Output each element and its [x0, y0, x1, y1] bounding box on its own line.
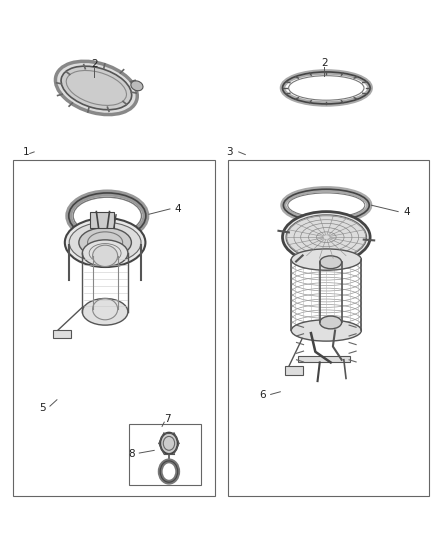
Text: 4: 4: [174, 204, 181, 214]
Text: 2: 2: [321, 58, 328, 68]
Text: 5: 5: [39, 403, 46, 413]
Text: 7: 7: [164, 415, 171, 424]
Bar: [13, 160, 215, 496]
Ellipse shape: [291, 320, 361, 341]
Text: 6: 6: [259, 391, 266, 400]
Ellipse shape: [61, 66, 132, 110]
Ellipse shape: [65, 218, 145, 267]
Ellipse shape: [79, 228, 131, 257]
Text: 3: 3: [226, 147, 233, 157]
Text: 1: 1: [23, 147, 30, 157]
Ellipse shape: [160, 433, 178, 454]
Text: 4: 4: [403, 207, 410, 216]
Ellipse shape: [69, 222, 141, 263]
Ellipse shape: [82, 240, 128, 266]
Bar: [285, 366, 303, 375]
Ellipse shape: [56, 61, 137, 115]
Ellipse shape: [82, 298, 128, 325]
Ellipse shape: [92, 245, 118, 266]
Bar: [228, 160, 429, 496]
Bar: [129, 424, 201, 485]
Ellipse shape: [291, 249, 361, 270]
Text: 8: 8: [128, 449, 135, 459]
Bar: [90, 212, 114, 228]
Bar: [53, 330, 71, 338]
Ellipse shape: [320, 316, 342, 329]
Ellipse shape: [131, 81, 143, 91]
Ellipse shape: [283, 212, 370, 263]
Ellipse shape: [320, 256, 342, 269]
Text: 2: 2: [91, 59, 98, 69]
Bar: [298, 356, 350, 362]
Ellipse shape: [286, 215, 367, 260]
